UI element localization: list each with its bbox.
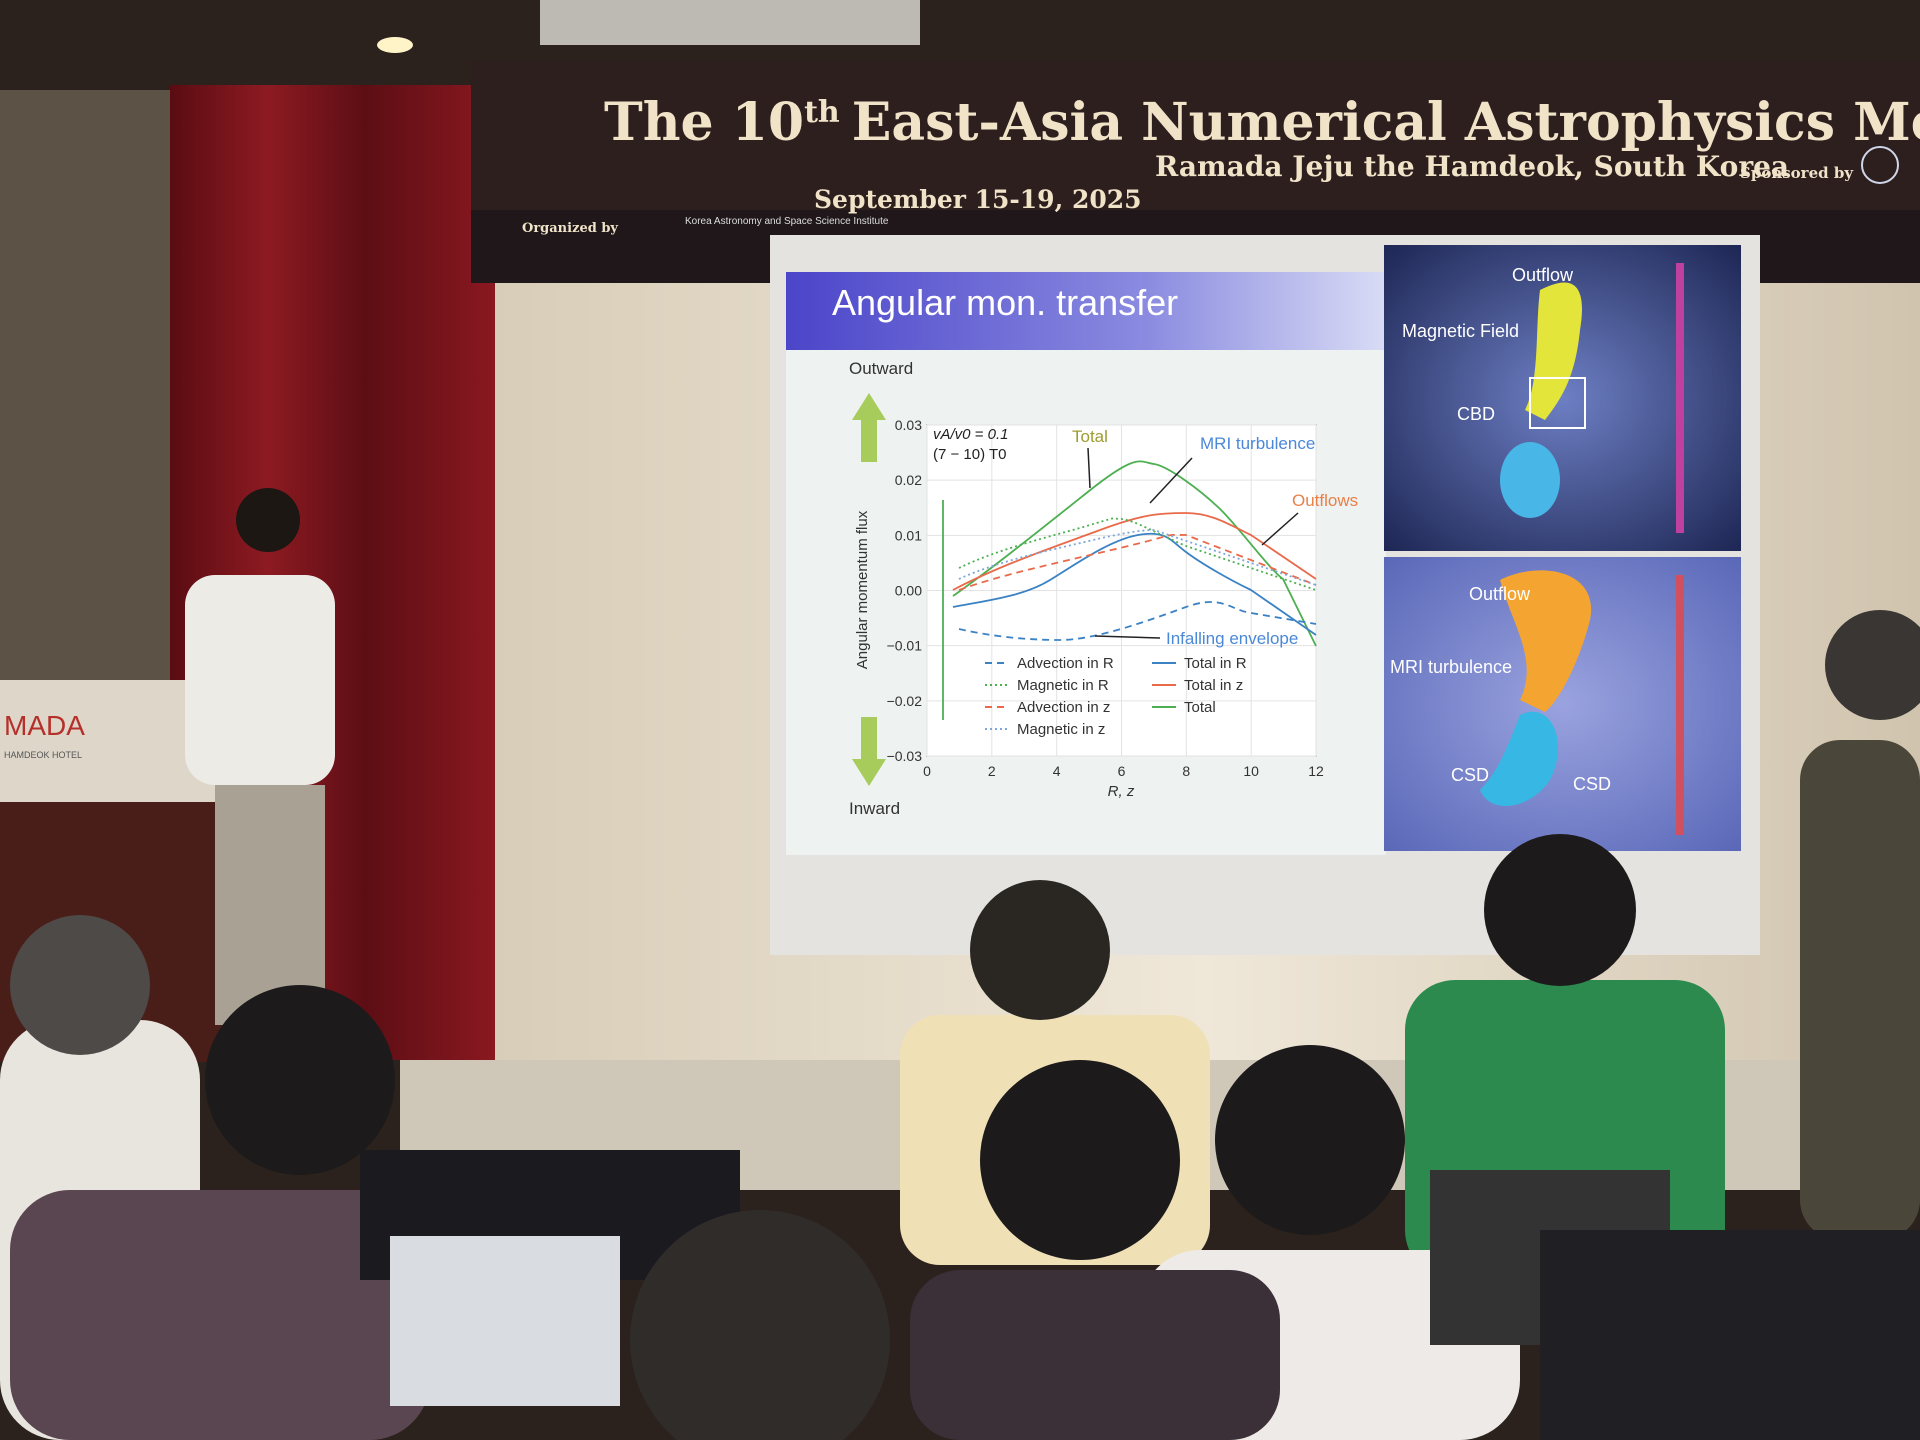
outflow-plume xyxy=(1500,570,1592,712)
curve-advection-r xyxy=(958,601,1317,641)
annotation-infall: Infalling envelope xyxy=(1166,629,1298,648)
x-tick-label: 6 xyxy=(1118,763,1126,779)
annotation-outflows: Outflows xyxy=(1292,491,1358,510)
legend-label: Advection in z xyxy=(1017,699,1110,716)
legend-label: Magnetic in R xyxy=(1017,677,1109,694)
colorbar xyxy=(1676,263,1684,533)
plot-ticks: 0 2 4 6 8 10 12 0.03 0.02 0.01 0.00 −0.01 −0.02 −0.03 xyxy=(887,417,1324,779)
panel-labels: Outflow Magnetic Field CBD Outflow MRI turbu… xyxy=(1390,265,1611,794)
sponsor-logo xyxy=(1861,146,1899,184)
curves xyxy=(942,460,1317,720)
head xyxy=(980,1060,1180,1260)
head xyxy=(970,880,1110,1020)
y-tick-label: 0.03 xyxy=(895,417,922,433)
person xyxy=(910,1270,1280,1440)
slide-title-bar xyxy=(786,272,1386,350)
slide-title: Angular mon. transfer xyxy=(832,282,1178,323)
person xyxy=(1800,740,1920,1240)
head xyxy=(205,985,395,1175)
panel-label: Outflow xyxy=(1512,265,1574,285)
panel-label: Magnetic Field xyxy=(1402,321,1519,341)
panel-label: Outflow xyxy=(1469,584,1531,604)
x-tick-label: 4 xyxy=(1053,763,1061,779)
colorbar xyxy=(1676,575,1684,835)
blob xyxy=(1500,442,1560,518)
head xyxy=(630,1210,890,1440)
plot-grid xyxy=(926,424,1317,757)
legend: Advection in R Magnetic in R Advection in … xyxy=(985,655,1247,738)
speaker-shirt xyxy=(185,575,335,785)
title-lead: The 10 xyxy=(604,92,804,153)
head xyxy=(1215,1045,1405,1235)
legend-label: Total in R xyxy=(1184,655,1247,672)
inward-arrow xyxy=(852,717,886,786)
title-ordinal: th xyxy=(804,95,840,130)
curve-magnetic-z xyxy=(958,529,1317,586)
outward-label: Outward xyxy=(849,359,913,378)
annotation-total: Total xyxy=(1072,427,1108,446)
arrow xyxy=(1149,457,1193,504)
speaker-trousers xyxy=(215,785,325,1025)
panel-label: CSD xyxy=(1451,765,1489,785)
organizer-name: Korea Astronomy and Space Science Instit… xyxy=(685,216,889,227)
y-tick-label: 0.01 xyxy=(895,527,922,543)
head xyxy=(1484,834,1636,986)
x-tick-label: 0 xyxy=(923,763,931,779)
speaker-head xyxy=(236,488,300,552)
curve-total-z xyxy=(952,512,1317,591)
banner-venue: Ramada Jeju the Hamdeok, South Korea xyxy=(1155,150,1789,183)
legend-label: Advection in R xyxy=(1017,655,1114,672)
arrow xyxy=(1094,635,1161,639)
outflow-plume xyxy=(1525,282,1582,420)
panel-label: CSD xyxy=(1573,774,1611,794)
x-tick-label: 8 xyxy=(1182,763,1190,779)
banner-sponsor: Sponsored by xyxy=(1740,164,1854,182)
disk-blob xyxy=(1480,711,1559,807)
table xyxy=(1540,1230,1920,1440)
podium-hotel: HAMDEOK HOTEL xyxy=(4,750,82,760)
plot-param: (7 − 10) T0 xyxy=(933,446,1007,463)
laptop xyxy=(390,1236,620,1406)
panel-label: CBD xyxy=(1457,404,1495,424)
legend-label: Total xyxy=(1184,699,1216,716)
banner-organizer: Organized by xyxy=(522,221,618,236)
panel-label: MRI turbulence xyxy=(1390,657,1512,677)
legend-label: Magnetic in z xyxy=(1017,721,1105,738)
y-tick-label: 0.02 xyxy=(895,472,922,488)
arrow xyxy=(1087,447,1091,489)
annotation-mri: MRI turbulence xyxy=(1200,434,1315,453)
head xyxy=(1825,610,1920,720)
x-tick-label: 12 xyxy=(1308,763,1324,779)
head xyxy=(10,915,150,1055)
y-tick-label: −0.01 xyxy=(887,638,923,654)
curve-magnetic-r xyxy=(958,517,1317,591)
title-rest: East-Asia Numerical Astrophysics Meeting xyxy=(852,92,1920,153)
y-tick-label: −0.02 xyxy=(887,693,923,709)
audience xyxy=(0,610,1920,1440)
chandelier xyxy=(540,0,920,45)
y-axis-label: Angular momentum flux xyxy=(854,510,871,669)
podium-brand: MADA xyxy=(4,710,85,741)
annotation-arrows xyxy=(1087,447,1299,639)
x-tick-label: 2 xyxy=(988,763,996,779)
y-tick-label: −0.03 xyxy=(887,748,923,764)
inward-label: Inward xyxy=(849,799,900,818)
person xyxy=(10,1190,430,1440)
outward-arrow xyxy=(852,393,886,462)
zoom-box xyxy=(1529,377,1586,429)
curve-advection-z xyxy=(958,534,1317,591)
x-axis-label: R, z xyxy=(1108,783,1135,800)
x-tick-label: 10 xyxy=(1243,763,1259,779)
curve-total-r xyxy=(952,532,1317,636)
legend-label: Total in z xyxy=(1184,677,1243,694)
plot-param: vA/v0 = 0.1 xyxy=(933,426,1008,443)
y-tick-label: 0.00 xyxy=(895,583,922,599)
curve-total xyxy=(952,460,1317,647)
ceiling-light xyxy=(377,37,413,53)
banner-dates: September 15-19, 2025 xyxy=(814,185,1142,214)
banner-title: The 10th East-Asia Numerical Astrophysics… xyxy=(604,92,1920,153)
arrow xyxy=(1261,512,1299,546)
